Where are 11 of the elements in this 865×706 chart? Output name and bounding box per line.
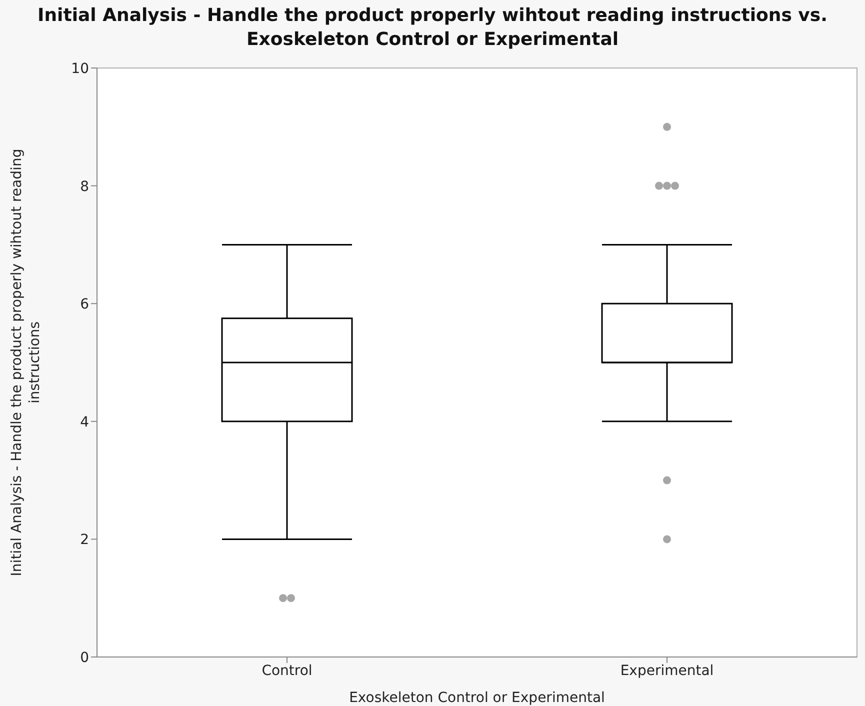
y-axis-title: Initial Analysis - Handle the product properly wihtout reading instructions — [9, 148, 43, 576]
y-tick-label: 0 — [80, 650, 89, 666]
x-axis-title: Exoskeleton Control or Experimental — [349, 690, 605, 706]
chart-title: Initial Analysis - Handle the product properly wihtout reading instructions vs. Exoskeleton Control or Experimental — [36, 4, 828, 52]
y-tick-label: 2 — [80, 532, 89, 548]
y-tick-label: 8 — [80, 178, 89, 195]
y-tick-label: 6 — [80, 296, 90, 313]
y-tick-label: 10 — [71, 60, 89, 77]
x-tick-label: Control — [262, 662, 312, 679]
y-tick-label: 4 — [80, 414, 90, 430]
x-tick-label: Experimental — [620, 662, 714, 679]
